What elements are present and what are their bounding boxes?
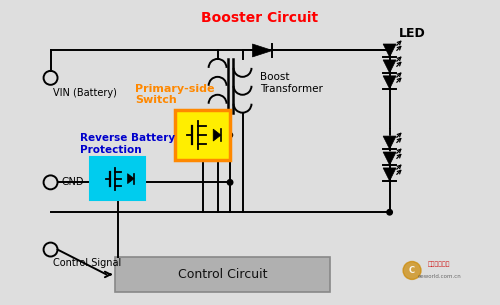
Text: eeworld.com.cn: eeworld.com.cn — [418, 274, 462, 279]
Circle shape — [403, 261, 421, 279]
Polygon shape — [383, 152, 396, 165]
Circle shape — [387, 210, 392, 215]
Text: Primary-side
Switch: Primary-side Switch — [136, 84, 215, 105]
Text: LED: LED — [398, 27, 425, 40]
FancyBboxPatch shape — [90, 157, 146, 200]
Text: 电子工程世界: 电子工程世界 — [428, 262, 450, 267]
Polygon shape — [383, 136, 396, 149]
Polygon shape — [383, 76, 396, 89]
Polygon shape — [128, 174, 134, 184]
Text: C: C — [409, 266, 415, 275]
Text: Booster Circuit: Booster Circuit — [202, 11, 318, 25]
Text: Boost
Transformer: Boost Transformer — [260, 72, 323, 94]
Text: Control Signal: Control Signal — [53, 259, 122, 268]
Text: Control Circuit: Control Circuit — [178, 268, 268, 281]
Polygon shape — [213, 129, 221, 141]
Text: GND: GND — [62, 178, 84, 187]
Polygon shape — [383, 168, 396, 181]
Polygon shape — [383, 60, 396, 73]
FancyBboxPatch shape — [116, 257, 330, 292]
Polygon shape — [252, 44, 272, 57]
Circle shape — [228, 180, 233, 185]
Text: Reverse Battery
Protection: Reverse Battery Protection — [80, 133, 176, 155]
FancyBboxPatch shape — [175, 110, 230, 160]
Text: VIN (Battery): VIN (Battery) — [53, 88, 117, 98]
Circle shape — [228, 133, 232, 138]
Polygon shape — [383, 44, 396, 57]
